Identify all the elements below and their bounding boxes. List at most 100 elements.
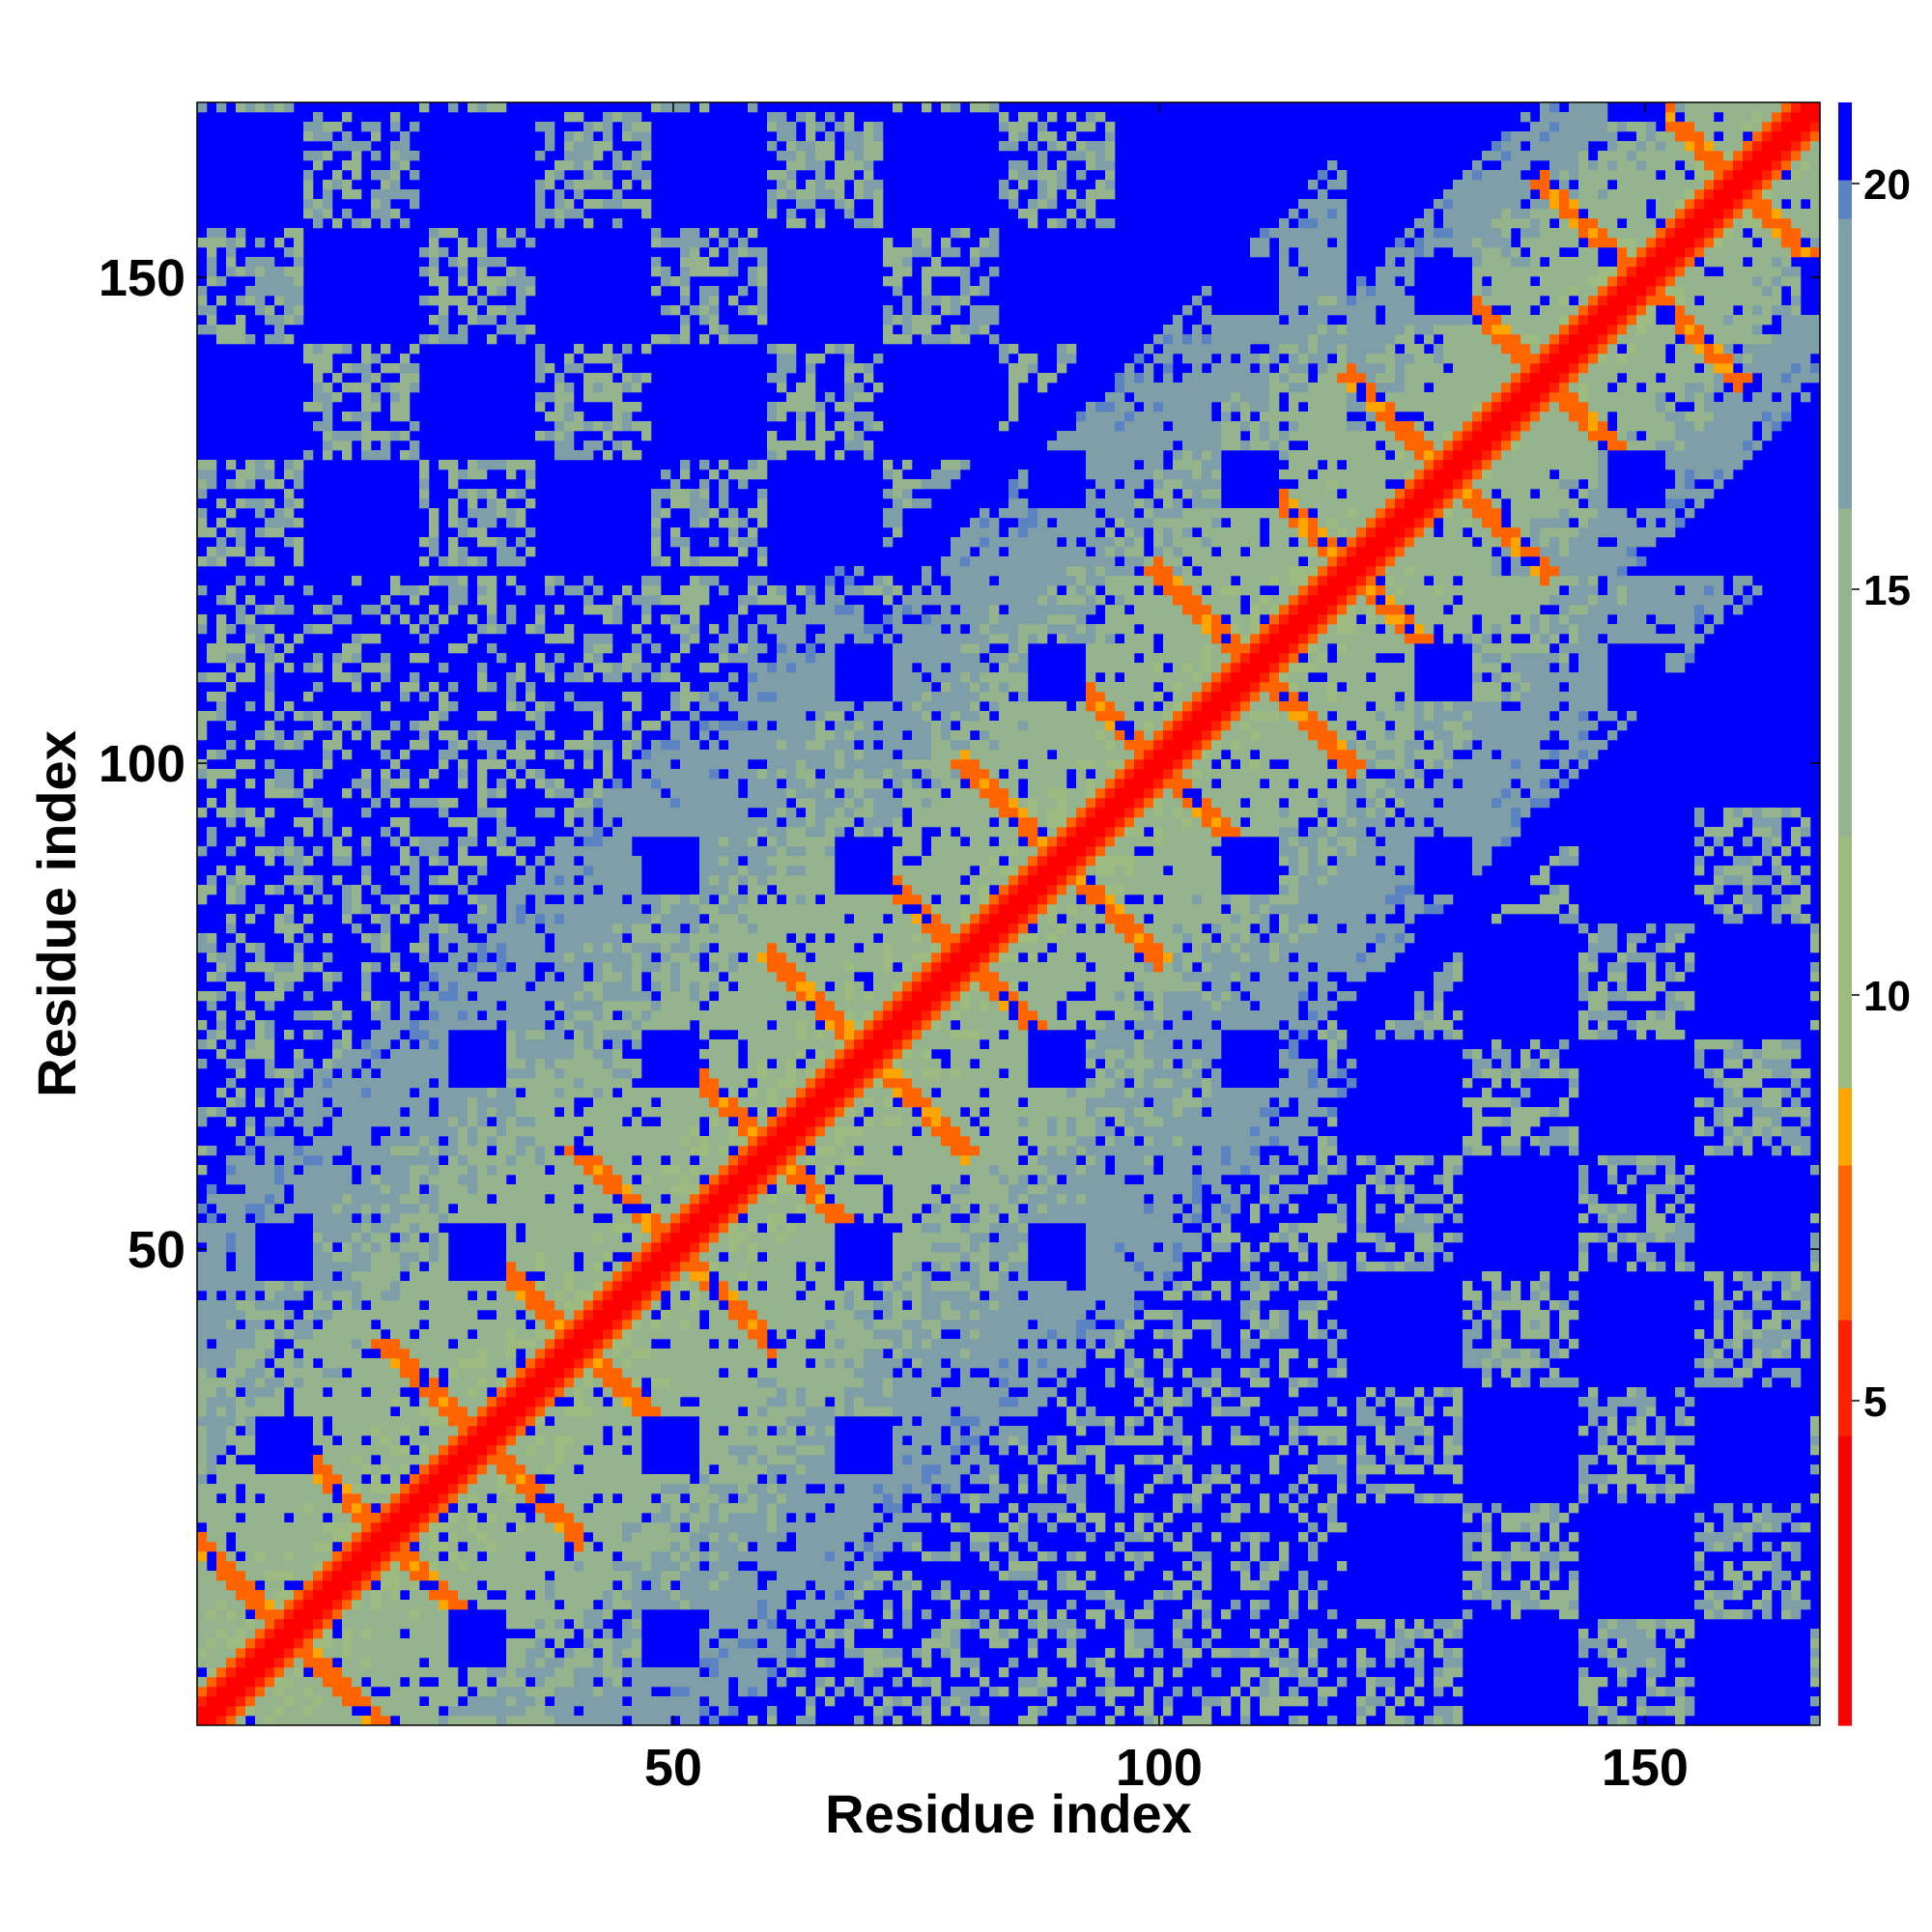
heatmap-cell bbox=[323, 1242, 333, 1253]
heatmap-cell bbox=[313, 1484, 324, 1494]
heatmap-cell bbox=[699, 1223, 710, 1234]
heatmap-cell bbox=[390, 1464, 401, 1475]
heatmap-cell bbox=[371, 962, 382, 973]
heatmap-cell bbox=[545, 634, 555, 644]
heatmap-cell bbox=[216, 1435, 227, 1446]
heatmap-cell bbox=[226, 682, 237, 693]
heatmap-cell bbox=[632, 1252, 642, 1263]
heatmap-cell bbox=[226, 663, 237, 673]
heatmap-cell bbox=[468, 1117, 478, 1127]
heatmap-cell bbox=[197, 556, 208, 567]
heatmap-cell bbox=[603, 1551, 613, 1562]
heatmap-cell bbox=[487, 614, 497, 625]
heatmap-cell bbox=[632, 1291, 642, 1301]
heatmap-cell bbox=[593, 1571, 604, 1581]
heatmap-cell bbox=[313, 1165, 324, 1176]
heatmap-cell bbox=[680, 1349, 691, 1359]
heatmap-cell bbox=[410, 837, 420, 847]
heatmap-cell bbox=[612, 1474, 623, 1485]
heatmap-cell bbox=[294, 1387, 304, 1398]
heatmap-cell bbox=[564, 1059, 575, 1069]
heatmap-cell bbox=[535, 344, 546, 355]
heatmap-cell bbox=[612, 1368, 623, 1378]
heatmap-cell bbox=[641, 1368, 652, 1378]
heatmap-cell bbox=[593, 895, 604, 905]
heatmap-cell bbox=[216, 1551, 227, 1562]
heatmap-cell bbox=[632, 1300, 642, 1311]
heatmap-cell bbox=[468, 1590, 478, 1601]
heatmap-cell bbox=[390, 1609, 401, 1620]
heatmap-cell bbox=[458, 1706, 469, 1717]
heatmap-cell bbox=[294, 740, 304, 751]
heatmap-cell bbox=[439, 711, 449, 722]
heatmap-cell bbox=[574, 1049, 584, 1060]
heatmap-cell bbox=[574, 1387, 584, 1398]
heatmap-cell bbox=[400, 402, 411, 412]
heatmap-cell bbox=[699, 1493, 710, 1504]
heatmap-cell bbox=[680, 605, 691, 615]
heatmap-cell bbox=[535, 895, 546, 905]
heatmap-cell bbox=[641, 421, 652, 432]
heatmap-cell bbox=[458, 1010, 469, 1021]
heatmap-cell bbox=[651, 1716, 662, 1726]
heatmap-cell bbox=[516, 537, 526, 548]
heatmap-cell bbox=[197, 1378, 208, 1388]
heatmap-cell bbox=[554, 1696, 565, 1707]
heatmap-cell bbox=[342, 1532, 353, 1543]
heatmap-cell bbox=[651, 1281, 662, 1292]
heatmap-cell bbox=[352, 141, 362, 152]
heatmap-cell bbox=[236, 1435, 246, 1446]
heatmap-cell bbox=[303, 1532, 314, 1543]
heatmap-cell bbox=[526, 1117, 536, 1127]
heatmap-cell bbox=[477, 866, 488, 876]
heatmap-cell bbox=[487, 595, 497, 606]
heatmap-cell bbox=[477, 247, 488, 258]
heatmap-cell bbox=[265, 1532, 275, 1543]
heatmap-cell bbox=[294, 1571, 304, 1581]
heatmap-cell bbox=[632, 827, 642, 838]
heatmap-cell bbox=[197, 1020, 208, 1031]
heatmap-cell bbox=[612, 1020, 623, 1031]
heatmap-cell bbox=[458, 469, 469, 480]
heatmap-cell bbox=[361, 1368, 372, 1378]
heatmap-cell bbox=[216, 1329, 227, 1340]
heatmap-cell bbox=[612, 1638, 623, 1649]
heatmap-cell bbox=[207, 1213, 217, 1224]
heatmap-cell bbox=[197, 991, 208, 1002]
heatmap-cell bbox=[371, 1030, 382, 1040]
heatmap-cell bbox=[632, 1068, 642, 1079]
heatmap-cell bbox=[651, 1590, 662, 1601]
heatmap-cell bbox=[612, 1262, 623, 1272]
heatmap-cell bbox=[506, 1455, 517, 1465]
heatmap-cell bbox=[245, 498, 256, 509]
heatmap-cell bbox=[622, 885, 633, 895]
heatmap-cell bbox=[313, 354, 324, 364]
heatmap-cell bbox=[477, 779, 488, 789]
heatmap-cell bbox=[506, 1368, 517, 1378]
heatmap-cell bbox=[516, 1049, 526, 1060]
heatmap-cell bbox=[612, 1503, 623, 1514]
heatmap-cell bbox=[245, 1397, 256, 1407]
heatmap-cell bbox=[284, 1474, 295, 1485]
heatmap-cell bbox=[651, 1561, 662, 1572]
heatmap-cell bbox=[323, 1184, 333, 1195]
heatmap-cell bbox=[506, 1078, 517, 1089]
heatmap-cell bbox=[458, 943, 469, 953]
heatmap-cell bbox=[371, 151, 382, 161]
heatmap-cell bbox=[419, 1117, 430, 1127]
heatmap-cell bbox=[661, 1213, 671, 1224]
heatmap-cell bbox=[641, 1010, 652, 1021]
heatmap-cell bbox=[255, 1281, 266, 1292]
heatmap-cell bbox=[651, 1175, 662, 1185]
heatmap-cell bbox=[670, 991, 681, 1002]
heatmap-cell bbox=[699, 788, 710, 799]
heatmap-cell bbox=[516, 1445, 526, 1456]
heatmap-cell bbox=[680, 489, 691, 499]
heatmap-cell bbox=[236, 1416, 246, 1427]
heatmap-cell bbox=[699, 1136, 710, 1147]
heatmap-cell bbox=[574, 1020, 584, 1031]
heatmap-cell bbox=[207, 1310, 217, 1321]
heatmap-cell bbox=[699, 1638, 710, 1649]
heatmap-cell bbox=[458, 296, 469, 306]
heatmap-cell bbox=[690, 508, 700, 519]
